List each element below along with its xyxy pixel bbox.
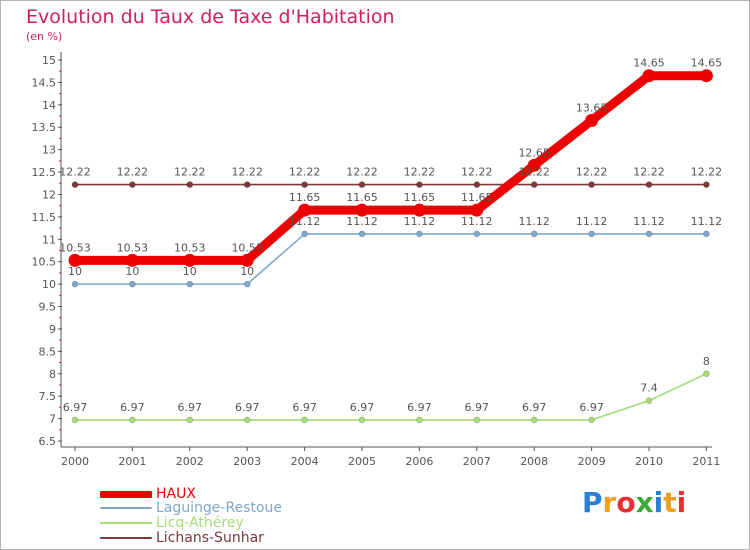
y-tick-label: 7.5: [39, 390, 57, 403]
y-tick-label: 13: [42, 144, 56, 157]
logo-letter: r: [603, 486, 617, 519]
legend-label: Licq-Athérey: [156, 515, 244, 531]
x-tick-label: 2005: [348, 455, 376, 468]
data-label: 14.65: [691, 57, 723, 70]
legend-swatch: [100, 491, 152, 498]
y-tick-label: 8: [49, 368, 56, 381]
y-tick-label: 10.5: [32, 256, 57, 269]
data-label: 6.97: [63, 401, 88, 414]
series-line-haux: [75, 76, 706, 261]
data-label: 12.22: [691, 166, 723, 179]
y-tick-label: 8.5: [39, 345, 57, 358]
data-label: 11.12: [576, 215, 608, 228]
data-label: 14.65: [633, 57, 665, 70]
data-point: [585, 114, 598, 127]
legend-label: Lichans-Sunhar: [156, 530, 264, 546]
y-tick-label: 9.5: [39, 301, 57, 314]
data-label: 11.65: [404, 191, 436, 204]
data-label: 11.12: [346, 215, 378, 228]
x-tick-label: 2011: [692, 455, 720, 468]
data-label: 6.97: [579, 401, 604, 414]
y-tick-label: 14.5: [32, 76, 57, 89]
line-chart: 6.5 7 7.5 8 8.5 9 9.5 10 10.5 11 11.5 12 12.5 13 13.5 1…: [0, 0, 750, 550]
data-point: [643, 69, 656, 82]
data-label: 12.22: [231, 166, 263, 179]
data-label: 8: [703, 355, 710, 368]
y-tick-label: 11: [42, 233, 56, 246]
data-label: 11.65: [461, 191, 493, 204]
x-tick-label: 2004: [291, 455, 319, 468]
y-tick-label: 7: [49, 413, 56, 426]
y-tick-label: 9: [49, 323, 56, 336]
legend-swatch: [100, 537, 152, 539]
data-label: 6.97: [522, 401, 547, 414]
data-label: 11.12: [289, 215, 321, 228]
data-label: 10.53: [117, 241, 149, 254]
data-label: 7.4: [640, 382, 658, 395]
x-tick-label: 2001: [118, 455, 146, 468]
x-tick-label: 2010: [635, 455, 663, 468]
data-label: 11.65: [289, 191, 321, 204]
data-label: 6.97: [120, 401, 145, 414]
series-line-licq-ath-rey: [75, 374, 706, 420]
data-label: 10: [183, 265, 197, 278]
logo-letter: x: [636, 486, 654, 519]
data-label: 6.97: [465, 401, 490, 414]
data-label: 13.65: [576, 102, 608, 115]
y-tick-label: 6.5: [39, 435, 57, 448]
data-label: 11.12: [633, 215, 665, 228]
x-tick-label: 2003: [233, 455, 261, 468]
data-label: 10.53: [174, 241, 206, 254]
x-tick-label: 2007: [463, 455, 491, 468]
legend-label: Laguinge-Restoue: [156, 500, 282, 516]
x-tick-label: 2009: [578, 455, 606, 468]
data-label: 12.22: [461, 166, 493, 179]
legend-swatch: [100, 507, 152, 509]
data-label: 11.12: [691, 215, 723, 228]
data-label: 10: [125, 265, 139, 278]
data-label: 12.22: [404, 166, 436, 179]
data-label: 6.97: [292, 401, 317, 414]
data-label: 6.97: [350, 401, 375, 414]
x-tick-label: 2008: [520, 455, 548, 468]
data-label: 12.22: [174, 166, 206, 179]
y-tick-label: 12: [42, 188, 56, 201]
y-tick-label: 12.5: [32, 166, 57, 179]
logo-letter: t: [663, 486, 676, 519]
logo-letter: i: [677, 486, 687, 519]
data-label: 12.22: [576, 166, 608, 179]
data-label: 12.22: [346, 166, 378, 179]
data-label: 12.22: [289, 166, 321, 179]
data-label: 12.22: [633, 166, 665, 179]
data-label: 6.97: [407, 401, 432, 414]
y-tick-label: 14: [42, 99, 56, 112]
data-label: 12.22: [117, 166, 149, 179]
data-label: 6.97: [235, 401, 260, 414]
data-label: 12.65: [518, 146, 550, 159]
data-label: 10: [240, 265, 254, 278]
data-label: 12.22: [59, 166, 91, 179]
data-label: 6.97: [178, 401, 203, 414]
data-point: [700, 69, 713, 82]
y-tick-label: 11.5: [32, 211, 57, 224]
data-label: 11.65: [346, 191, 378, 204]
x-tick-label: 2000: [61, 455, 89, 468]
data-label: 10: [68, 265, 82, 278]
x-tick-label: 2002: [176, 455, 204, 468]
proxiti-logo: Proxiti: [582, 486, 686, 519]
logo-letter: o: [616, 486, 635, 519]
data-label: 10.53: [59, 241, 91, 254]
data-label: 11.12: [518, 215, 550, 228]
y-tick-label: 10: [42, 278, 56, 291]
data-label: 10.53: [231, 241, 263, 254]
x-tick-label: 2006: [405, 455, 433, 468]
logo-letter: P: [582, 486, 603, 519]
data-label: 12.22: [518, 166, 550, 179]
legend-swatch: [100, 522, 152, 524]
data-label: 11.12: [461, 215, 493, 228]
y-tick-label: 13.5: [32, 121, 57, 134]
y-tick-label: 15: [42, 54, 56, 67]
logo-letter: i: [654, 486, 664, 519]
data-label: 11.12: [404, 215, 436, 228]
